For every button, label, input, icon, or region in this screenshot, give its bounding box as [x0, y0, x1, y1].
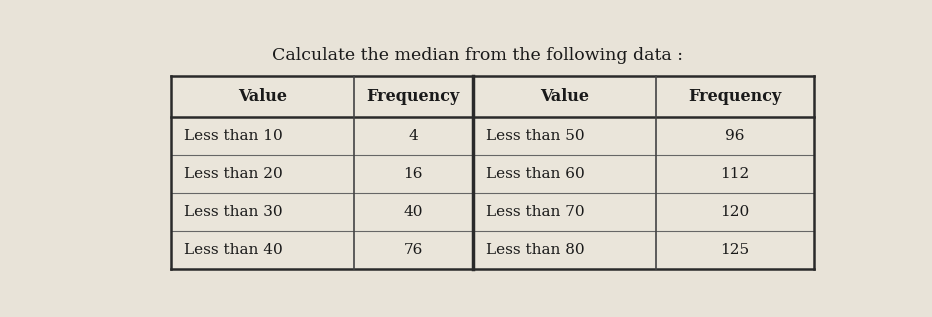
Text: Frequency: Frequency: [688, 88, 781, 105]
Text: 120: 120: [720, 205, 749, 219]
Text: 4: 4: [408, 129, 418, 143]
Text: Less than 40: Less than 40: [184, 243, 282, 257]
Text: Less than 60: Less than 60: [486, 167, 584, 181]
Text: 125: 125: [720, 243, 749, 257]
Text: Value: Value: [238, 88, 287, 105]
Text: 16: 16: [404, 167, 423, 181]
Text: 76: 76: [404, 243, 423, 257]
Text: Less than 20: Less than 20: [184, 167, 282, 181]
Text: 96: 96: [725, 129, 745, 143]
Text: Less than 50: Less than 50: [486, 129, 584, 143]
Text: Frequency: Frequency: [366, 88, 460, 105]
Text: Less than 30: Less than 30: [184, 205, 282, 219]
Text: Value: Value: [540, 88, 589, 105]
Text: 112: 112: [720, 167, 749, 181]
Text: Less than 80: Less than 80: [486, 243, 584, 257]
Text: Less than 70: Less than 70: [486, 205, 584, 219]
Text: 40: 40: [404, 205, 423, 219]
Text: Less than 10: Less than 10: [184, 129, 282, 143]
Text: Calculate the median from the following data :: Calculate the median from the following …: [272, 47, 683, 64]
